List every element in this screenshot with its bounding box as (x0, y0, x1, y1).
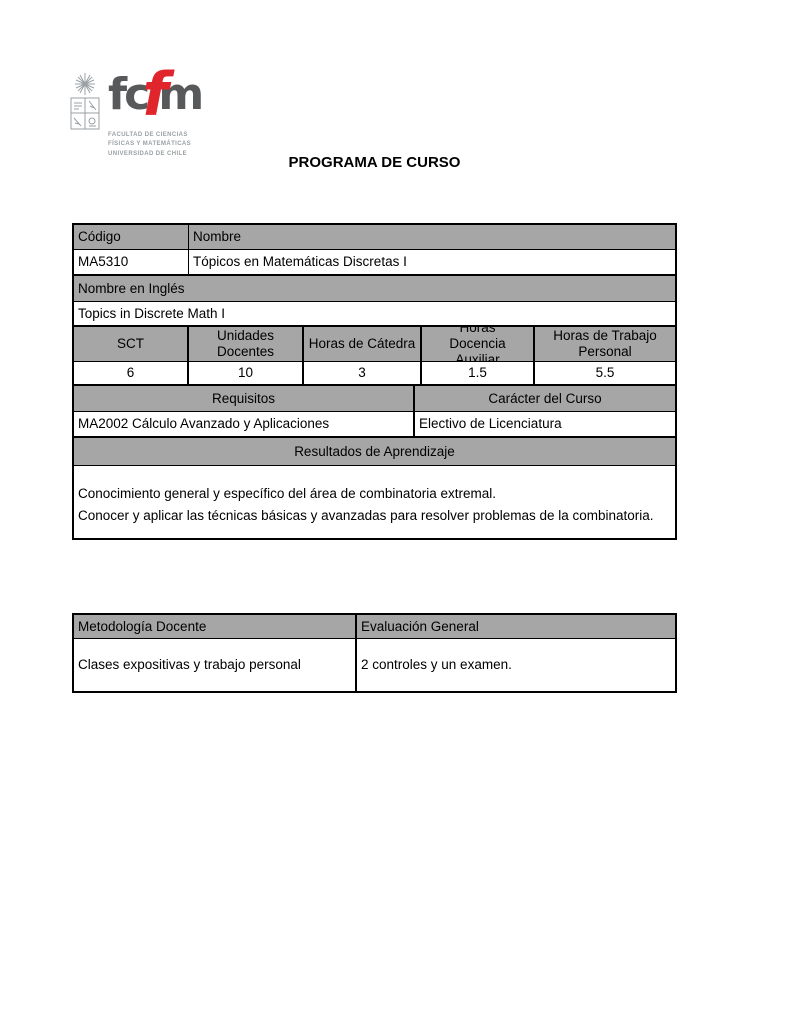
caption-line-2: FÍSICAS Y MATEMÁTICAS (108, 141, 192, 148)
english-name-value-row: Topics in Discrete Math I (74, 302, 675, 327)
horas-trabajo-personal-value-cell: 5.5 (595, 365, 615, 381)
codigo-value-cell: MA5310 (74, 250, 189, 274)
requisites-value-row: MA2002 Cálculo Avanzado y Aplicaciones E… (74, 412, 675, 438)
code-name-header-row: Código Nombre (74, 225, 675, 250)
outcomes-value-row: Conocimiento general y específico del ár… (74, 466, 675, 538)
resultados-header-cell: Resultados de Aprendizaje (74, 438, 675, 465)
caracter-header-cell: Carácter del Curso (415, 386, 675, 411)
nombre-ingles-header-cell: Nombre en Inglés (74, 276, 675, 301)
caption-line-3: UNIVERSIDAD DE CHILE (108, 150, 188, 157)
fcfm-letters-left: fc (108, 69, 150, 120)
horas-catedra-header-cell: Horas de Cátedra (304, 327, 422, 361)
fcfm-red-f: f (142, 60, 168, 130)
university-crest-icon (70, 73, 100, 130)
unidades-docentes-header-cell: Unidades Docentes (189, 327, 304, 361)
metodologia-header-cell: Metodología Docente (74, 615, 357, 638)
hours-value-row: 6 10 3 1.5 5.5 (74, 362, 675, 386)
hours-header-row: SCT Unidades Docentes Horas de Cátedra H… (74, 327, 675, 362)
horas-catedra-value-cell: 3 (304, 362, 422, 384)
nombre-header-cell: Nombre (189, 225, 675, 249)
evaluacion-header-cell: Evaluación General (357, 615, 675, 638)
evaluacion-value-cell: 2 controles y un examen. (361, 657, 512, 673)
unidades-docentes-value-cell: 10 (189, 362, 304, 384)
requisitos-header-cell: Requisitos (74, 386, 415, 411)
nombre-ingles-value-cell: Topics in Discrete Math I (78, 305, 226, 321)
methodology-evaluation-table: Metodología Docente Evaluación General C… (72, 613, 677, 693)
resultados-line-2: Conocer y aplicar las técnicas básicas y… (78, 507, 654, 523)
horas-docencia-auxiliar-header-cell: Horas Docencia Auxiliar (422, 327, 535, 361)
page-title: PROGRAMA DE CURSO (288, 154, 461, 171)
english-name-header-row: Nombre en Inglés (74, 276, 675, 302)
metodologia-value-cell: Clases expositivas y trabajo personal (74, 639, 357, 691)
university-logo: fcfm FACULTAD DE CIENCIAS FÍSICAS Y MATE… (66, 65, 204, 159)
code-name-value-row: MA5310 Tópicos en Matemáticas Discretas … (74, 250, 675, 276)
horas-trabajo-personal-header-cell: Horas de Trabajo Personal (535, 327, 675, 361)
outcomes-header-row: Resultados de Aprendizaje (74, 438, 675, 466)
nombre-value-cell: Tópicos en Matemáticas Discretas I (193, 254, 407, 270)
caption-line-1: FACULTAD DE CIENCIAS (108, 132, 188, 138)
resultados-line-1: Conocimiento general y específico del ár… (78, 486, 496, 501)
methodology-header-row: Metodología Docente Evaluación General (74, 615, 675, 639)
caracter-value-cell: Electivo de Licenciatura (419, 416, 562, 432)
requisites-header-row: Requisitos Carácter del Curso (74, 386, 675, 412)
requisitos-value-cell: MA2002 Cálculo Avanzado y Aplicaciones (74, 412, 415, 436)
sct-value-cell: 6 (74, 362, 189, 384)
faculty-caption: FACULTAD DE CIENCIAS FÍSICAS Y MATEMÁTIC… (108, 131, 201, 159)
methodology-value-row: Clases expositivas y trabajo personal 2 … (74, 639, 675, 691)
fcfm-letters-right: m (158, 69, 204, 120)
fcfm-wordmark: fcfm (108, 65, 204, 125)
codigo-header-cell: Código (74, 225, 189, 249)
resultados-value-cell: Conocimiento general y específico del ár… (74, 466, 675, 538)
sct-header-cell: SCT (74, 327, 189, 361)
horas-docencia-auxiliar-value-cell: 1.5 (422, 362, 535, 384)
course-info-table: Código Nombre MA5310 Tópicos en Matemáti… (72, 223, 677, 540)
